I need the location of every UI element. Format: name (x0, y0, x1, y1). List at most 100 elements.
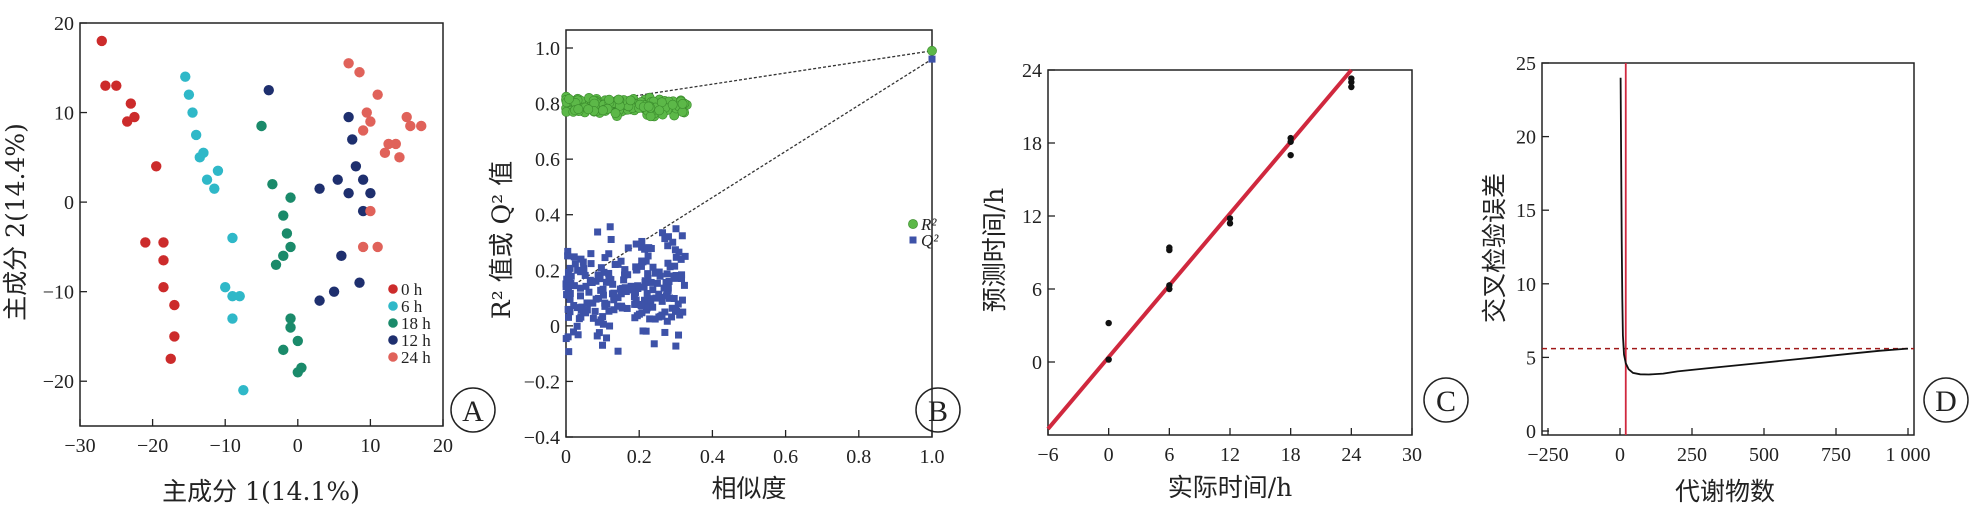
panel-a-frame (79, 22, 444, 427)
q2-point (607, 235, 615, 243)
q2-point (574, 331, 582, 339)
q2-point (583, 299, 591, 307)
legend-label-q2: Q² (921, 231, 939, 250)
panel-b: 0 0.2 0.4 0.6 0.8 1.0 −0.4 −0.2 0 0.2 0.4 0.6 0.8 1.0… (487, 29, 961, 503)
point-0h (125, 98, 137, 109)
q2-point (581, 271, 589, 279)
r2-point (625, 95, 636, 106)
fit-line (1046, 68, 1353, 431)
point-24h (416, 120, 427, 132)
point-24h (405, 120, 416, 132)
point-18h (285, 313, 296, 324)
q2-point (634, 282, 642, 290)
point-0h (158, 281, 169, 293)
point-0h (111, 80, 122, 91)
q2-point (605, 250, 613, 258)
point-24h (354, 67, 365, 78)
r2-point (645, 111, 656, 122)
q2-point (666, 263, 674, 271)
q2-point (623, 304, 631, 312)
point-6h (234, 290, 245, 302)
q2-point (671, 262, 679, 270)
point-24h (365, 205, 376, 217)
point-0h (151, 161, 162, 172)
q2-point (650, 340, 658, 348)
q2-point (588, 279, 596, 287)
point-6h (220, 281, 231, 293)
q2-point (596, 275, 604, 283)
q2-point (573, 304, 581, 312)
x-tick-label: −10 (210, 435, 241, 457)
point-12h (354, 277, 365, 288)
q2-point (652, 294, 660, 302)
point-6h (201, 174, 213, 185)
x-tick-label: 0 (1104, 444, 1114, 466)
q2-point (582, 309, 590, 317)
y-tick-label: 0 (1032, 352, 1042, 374)
q2-point (663, 270, 671, 278)
q2-point (585, 288, 593, 296)
q2-point (592, 277, 600, 285)
q2-point (643, 289, 651, 297)
q2-point (679, 308, 687, 316)
q2-point (678, 275, 686, 283)
q2-point (614, 302, 622, 310)
y-tick-label: 20 (54, 13, 74, 35)
q2-point (570, 301, 578, 309)
q2-point (632, 266, 640, 274)
point-12h (347, 134, 358, 145)
q2-point (672, 307, 680, 315)
q2-point (622, 288, 630, 296)
q2-point (649, 263, 657, 271)
q2-point (647, 278, 655, 286)
y-tick-label: 0 (64, 192, 74, 214)
q2-point (601, 302, 609, 310)
q2-point (582, 282, 590, 290)
legend-marker (388, 301, 398, 311)
q2-point (664, 242, 672, 250)
q2-point (621, 284, 629, 292)
panel-d-frame (1541, 62, 1915, 436)
q2-point (609, 280, 617, 288)
q2-point (576, 284, 584, 292)
data-point (1226, 215, 1234, 222)
y-tick-label: 5 (1526, 347, 1536, 369)
q2-point (661, 235, 669, 243)
q2-point (578, 303, 586, 311)
point-6h (227, 313, 238, 324)
panel-a-legend: 0 h6 h18 h12 h24 h (388, 280, 431, 367)
panel-c-ylabel: 预测时间/h (980, 188, 1009, 313)
q2-point (570, 282, 578, 290)
point-24h (372, 89, 383, 100)
x-tick-label: 18 (1281, 444, 1301, 466)
q2-point (600, 268, 608, 276)
point-0h (96, 35, 107, 47)
panel-c-letter: C (1436, 385, 1456, 418)
q2-point (653, 279, 661, 287)
q2-point (628, 286, 636, 294)
y-tick-label: 15 (1516, 200, 1536, 222)
q2-point (664, 233, 672, 241)
q2-point (644, 270, 652, 278)
q2-point (670, 272, 678, 280)
point-6h (198, 147, 209, 159)
legend-marker (388, 335, 398, 345)
q2-point (569, 328, 577, 336)
legend-marker (388, 284, 398, 294)
y-tick-label: 25 (1516, 53, 1536, 75)
point-0h (169, 331, 180, 342)
q2-point (614, 260, 622, 268)
q2-point (618, 304, 626, 312)
x-tick-label: 10 (360, 435, 380, 457)
x-tick-label: 0 (293, 435, 303, 457)
q2-point (638, 309, 646, 317)
panel-b-frame (565, 29, 933, 438)
q2-point (663, 284, 671, 292)
point-18h (281, 228, 293, 239)
q2-point (657, 312, 665, 320)
q2-point (678, 232, 686, 240)
q2-point (646, 315, 654, 323)
point-0h (140, 237, 151, 248)
